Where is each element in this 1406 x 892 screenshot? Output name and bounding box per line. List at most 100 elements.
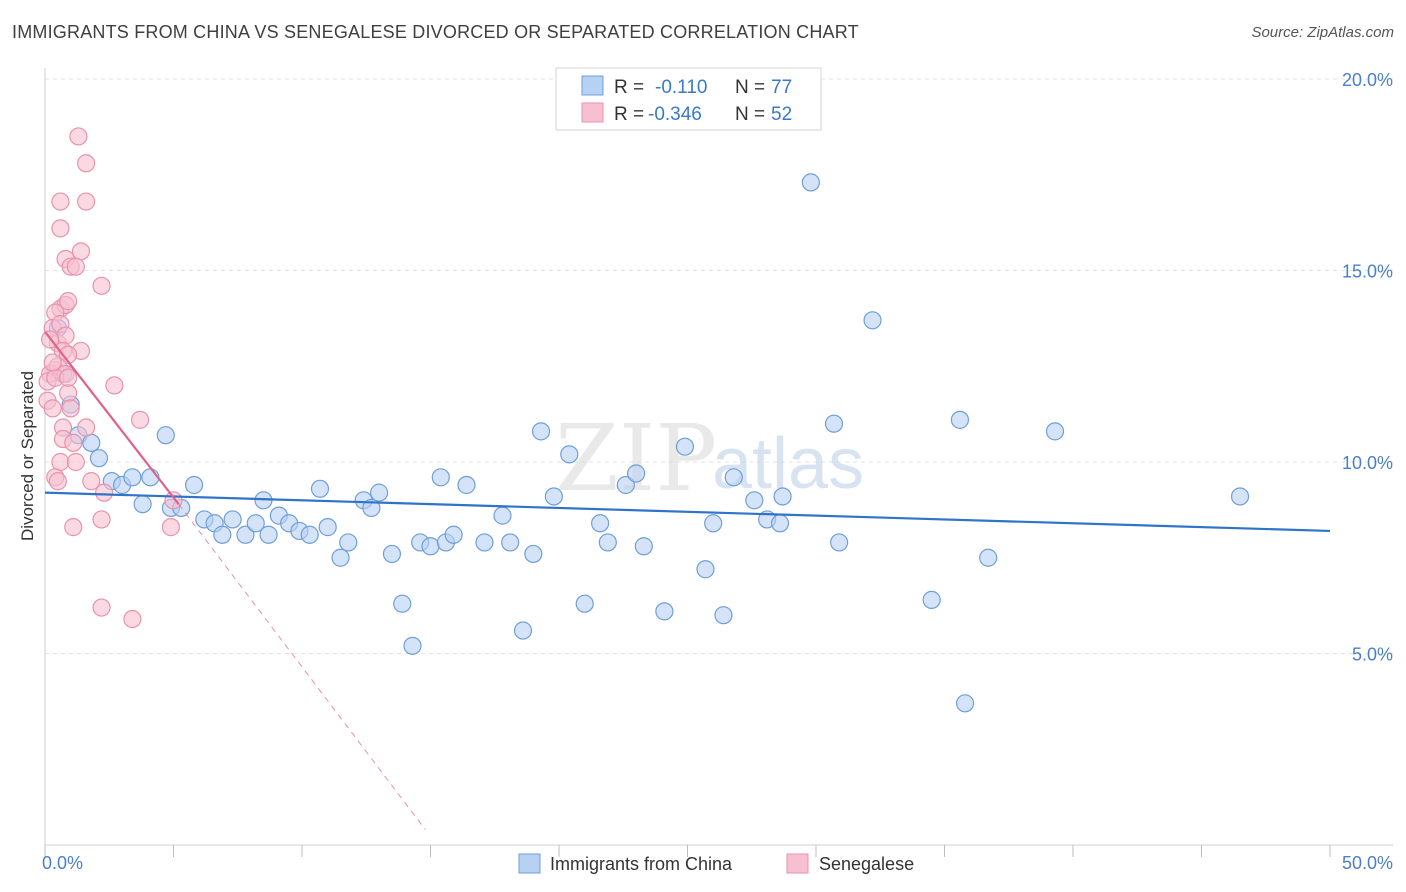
data-point-china [89,449,109,468]
data-point-china [184,475,204,495]
data-point-senegalese [59,383,78,403]
data-point-china [259,525,278,544]
data-point-china [830,533,849,552]
data-point-china [310,479,330,498]
data-point-china [598,533,617,552]
data-point-china [1045,422,1065,441]
trend-line-senegalese-extension [178,503,426,830]
data-point-senegalese [56,326,75,345]
series-senegalese-points [38,127,183,629]
legend-r-value-1: -0.110 [655,77,707,98]
legend-n-label-2: N = [735,104,765,125]
data-point-senegalese [164,491,183,510]
trend-line-senegalese [44,331,180,505]
data-point-senegalese [92,510,111,529]
data-point-china [575,594,594,613]
data-point-china [493,506,512,525]
data-point-china [431,468,450,487]
data-point-senegalese [77,192,96,211]
data-point-senegalese [43,399,62,418]
bottom-legend-swatch-senegalese [786,853,809,874]
data-point-china [714,606,733,625]
data-point-china [223,510,242,529]
source-label: Source: ZipAtlas.com [1251,24,1394,41]
bottom-legend-swatch-china [518,853,541,874]
data-point-china [318,518,337,537]
chart-title: IMMIGRANTS FROM CHINA VS SENEGALESE DIVO… [12,22,859,42]
data-point-china [382,544,402,564]
data-point-china [634,537,653,556]
bottom-legend: Immigrants from China Senegalese [518,853,914,874]
data-point-china [591,514,610,533]
stats-legend: R = -0.110 N = 77 R = -0.346 N = 52 [555,67,822,131]
data-point-china [133,495,152,514]
data-point-china [531,422,551,441]
data-point-china [362,498,381,518]
data-point-china [421,537,440,556]
data-point-senegalese [64,518,83,537]
data-point-senegalese [48,472,67,491]
data-point-china [801,173,820,192]
data-point-china [236,525,255,544]
data-point-senegalese [82,472,101,491]
data-point-senegalese [95,483,114,502]
data-point-china [213,525,232,544]
legend-swatch-china [581,75,604,96]
data-point-senegalese [43,353,62,372]
data-point-china [501,533,520,552]
data-point-china [863,311,882,330]
data-point-senegalese [71,242,91,261]
legend-n-value-2: 52 [771,104,792,125]
data-point-china [524,544,543,564]
data-point-senegalese [51,192,70,211]
data-point-senegalese [61,399,80,418]
y-tick-label: 15.0% [1342,262,1393,282]
data-point-china [724,468,743,487]
data-point-china [156,426,175,445]
data-point-china [513,621,533,640]
data-point-china [655,602,674,621]
data-point-china [331,548,350,567]
data-point-senegalese [92,598,111,617]
data-point-senegalese [59,368,78,387]
data-point-china [82,433,101,452]
data-point-senegalese [51,219,70,238]
data-point-senegalese [92,276,111,295]
x-tick-left: 0.0% [42,853,83,873]
data-point-china [745,491,764,510]
data-point-senegalese [105,376,124,395]
data-point-china [950,410,970,429]
legend-r-value-2: -0.346 [648,104,702,125]
y-tick-label: 5.0% [1352,645,1393,665]
data-point-senegalese [66,452,85,472]
data-point-senegalese [64,433,83,452]
x-tick-right: 50.0% [1342,853,1393,873]
legend-n-value-1: 77 [771,77,792,98]
data-point-china [696,560,715,579]
data-point-china [560,445,579,464]
data-point-china [403,636,422,655]
data-point-china [339,533,358,552]
data-point-china [1230,487,1250,506]
data-point-senegalese [123,609,142,629]
trend-lines [44,331,1331,830]
data-point-china [616,475,635,495]
data-point-china [675,437,695,456]
axes [44,68,1393,857]
grid [45,78,1393,654]
y-axis-label: Divorced or Separated [18,371,37,541]
data-point-china [475,533,494,552]
data-point-china [544,487,563,506]
data-point-china [300,525,319,544]
data-point-china [922,590,941,609]
trend-line-china [44,491,1331,533]
data-point-china [770,514,790,533]
data-point-china [773,487,792,506]
data-point-china [824,414,844,433]
watermark-zip: ZIP [555,405,717,512]
legend-swatch-senegalese [581,102,604,123]
bottom-legend-label-china: Immigrants from China [550,854,733,874]
data-point-senegalese [51,452,70,472]
data-point-china [979,548,998,567]
